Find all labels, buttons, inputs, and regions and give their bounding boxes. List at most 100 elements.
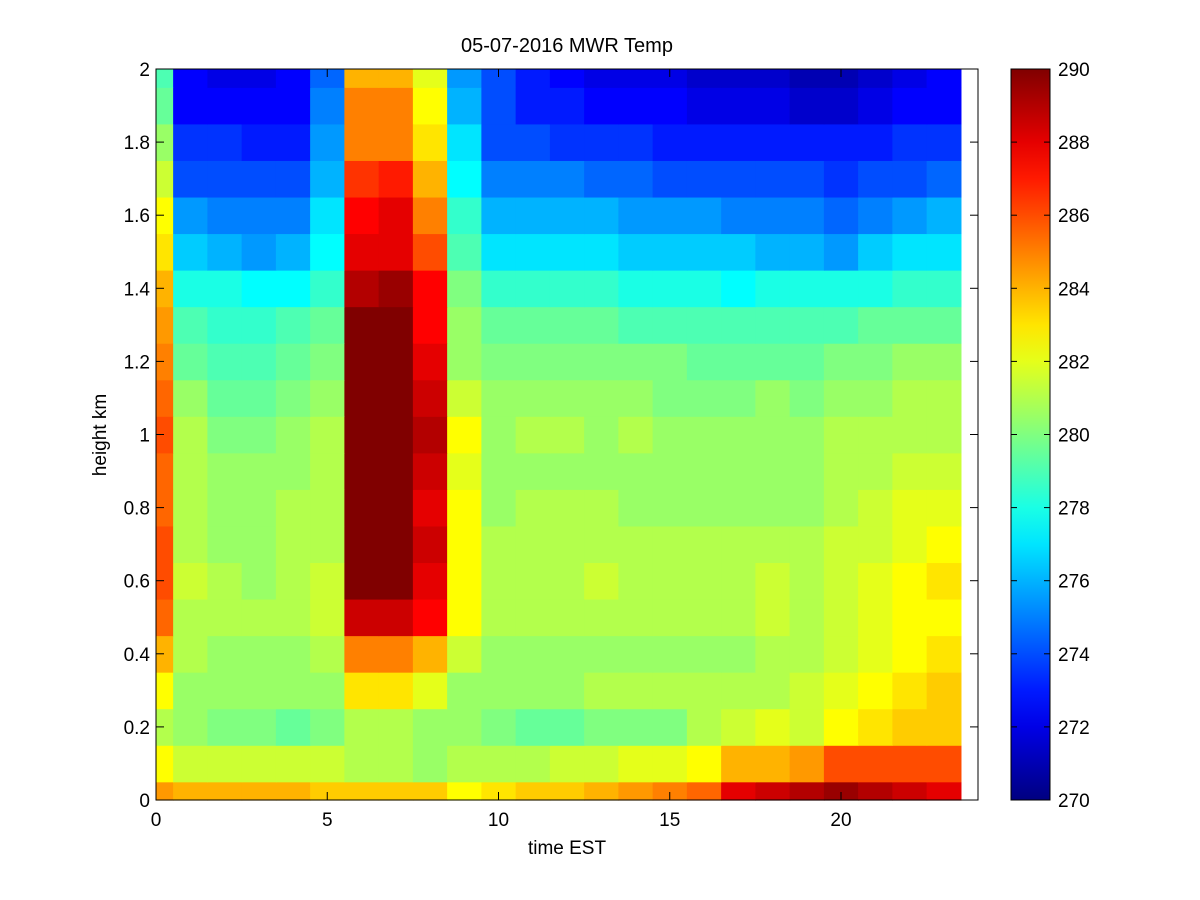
heatmap-cell [858, 745, 893, 783]
heatmap-cell [241, 708, 277, 746]
heatmap-cell [156, 306, 174, 344]
heatmap-cell [549, 452, 585, 490]
heatmap-cell [344, 745, 380, 783]
heatmap-cell [755, 672, 791, 710]
heatmap-cell [721, 123, 756, 161]
heatmap-cell [275, 343, 311, 381]
heatmap-cell [584, 562, 619, 600]
heatmap-cell [686, 489, 722, 527]
heatmap-cell [858, 672, 893, 710]
chart-title: 05-07-2016 MWR Temp [461, 35, 673, 57]
heatmap-cell [549, 196, 585, 235]
heatmap-cell [241, 379, 277, 417]
heatmap-cell [584, 489, 619, 527]
heatmap-cell [275, 416, 311, 454]
heatmap-cell [207, 379, 243, 417]
heatmap-cell [156, 525, 174, 564]
heatmap-cell [823, 270, 859, 308]
heatmap-cell [686, 562, 722, 600]
heatmap-cell [652, 196, 688, 235]
heatmap-cell [892, 233, 928, 271]
heatmap-cell [378, 672, 414, 710]
heatmap-cell [789, 160, 825, 198]
heatmap-cell [241, 343, 277, 381]
heatmap-cell [173, 87, 208, 125]
heatmap-cell [275, 598, 311, 637]
heatmap-cell [378, 562, 414, 600]
heatmap-cell [515, 708, 551, 746]
heatmap-cell [686, 416, 722, 454]
heatmap-cell [892, 160, 928, 198]
heatmap-cell [686, 452, 722, 490]
heatmap-cell [858, 489, 893, 527]
heatmap-cell [652, 708, 688, 746]
x-tick-label: 15 [659, 810, 680, 831]
heatmap-cell [755, 489, 791, 527]
heatmap-cell [156, 87, 174, 125]
heatmap-cell [858, 416, 893, 454]
heatmap-cell [207, 635, 243, 673]
heatmap-cell [652, 306, 688, 344]
heatmap-cell [481, 416, 517, 454]
heatmap-cell [412, 160, 448, 198]
heatmap-cell [926, 672, 962, 710]
heatmap-cell [156, 562, 174, 600]
heatmap-cell [378, 233, 414, 271]
colorbar-tick-label: 290 [1058, 60, 1090, 81]
heatmap-cell [549, 233, 585, 271]
heatmap-cell [310, 87, 345, 125]
heatmap-cell [926, 489, 962, 527]
heatmap-cell [652, 525, 688, 564]
heatmap-cell [344, 306, 380, 344]
heatmap-cell [275, 672, 311, 710]
heatmap-cell [926, 525, 962, 564]
colorbar-tick-label: 274 [1058, 645, 1090, 666]
heatmap-cell [755, 598, 791, 637]
heatmap-cell [652, 233, 688, 271]
heatmap-cell [447, 196, 482, 235]
heatmap-cell [721, 562, 756, 600]
heatmap-cell [789, 343, 825, 381]
heatmap-cell [584, 672, 619, 710]
heatmap-cell [207, 416, 243, 454]
heatmap-cell [378, 270, 414, 308]
heatmap-cell [858, 379, 893, 417]
heatmap-cell [823, 525, 859, 564]
heatmap-cell [515, 598, 551, 637]
heatmap-cell [721, 525, 756, 564]
heatmap-cell [858, 781, 893, 801]
heatmap-cell [310, 489, 345, 527]
heatmap-cell [618, 489, 654, 527]
heatmap-cell [858, 562, 893, 600]
heatmap-cell [275, 196, 311, 235]
colorbar-tick-label: 276 [1058, 572, 1090, 593]
heatmap-cell [344, 598, 380, 637]
heatmap-cell [156, 745, 174, 783]
heatmap-cell [686, 270, 722, 308]
heatmap-cell [378, 379, 414, 417]
heatmap-cell [892, 123, 928, 161]
heatmap-cell [310, 123, 345, 161]
heatmap-cell [892, 416, 928, 454]
heatmap-cell [515, 270, 551, 308]
heatmap-cell [173, 598, 208, 637]
heatmap-cell [207, 123, 243, 161]
heatmap-cell [207, 343, 243, 381]
heatmap-cell [549, 635, 585, 673]
heatmap-cell [378, 452, 414, 490]
heatmap-cell [173, 525, 208, 564]
heatmap-cell [275, 69, 311, 88]
heatmap-cell [412, 233, 448, 271]
heatmap-cell [789, 87, 825, 125]
heatmap-cell [721, 343, 756, 381]
heatmap-cell [755, 233, 791, 271]
heatmap-cell [652, 87, 688, 125]
heatmap-cell [515, 745, 551, 783]
heatmap-cell [858, 69, 893, 88]
heatmap-cell [447, 525, 482, 564]
heatmap-cell [173, 635, 208, 673]
heatmap-cell [858, 160, 893, 198]
heatmap-cell [344, 87, 380, 125]
heatmap-cell [344, 635, 380, 673]
heatmap-cell [755, 343, 791, 381]
